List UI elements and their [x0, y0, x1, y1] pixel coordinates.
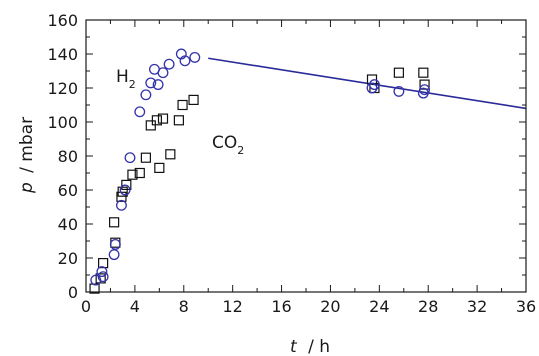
h2-point — [134, 106, 146, 118]
co2-point — [95, 273, 106, 284]
co2-label-sub: 2 — [237, 144, 244, 157]
y-tick-label: 20 — [58, 249, 78, 268]
co2-label-main: CO — [212, 133, 237, 153]
h2-point — [115, 199, 127, 211]
x-tick-label: 12 — [222, 297, 242, 316]
h2-point — [140, 89, 152, 101]
h2-point — [97, 271, 109, 283]
y-tick-label: 160 — [47, 11, 78, 30]
h2-point — [163, 58, 175, 70]
h2-series-label: H2 — [116, 67, 136, 91]
co2-point — [117, 186, 128, 197]
co2-series-label: CO2 — [212, 133, 244, 157]
y-tick-label: 40 — [58, 215, 78, 234]
y-tick-label: 0 — [68, 283, 78, 302]
x-tick-label: 4 — [130, 297, 140, 316]
co2-point — [177, 99, 188, 111]
x-tick-label: 28 — [418, 297, 438, 316]
axis-ticks — [85, 19, 527, 293]
co2-point — [151, 115, 162, 126]
co2-point — [109, 217, 120, 228]
x-axis-var: t — [290, 337, 298, 356]
co2-point — [157, 113, 169, 124]
x-tick-label: 0 — [81, 297, 91, 316]
co2-point — [188, 94, 199, 106]
h2-point — [157, 67, 169, 79]
y-axis-unit: mbar — [17, 117, 37, 162]
h2-point — [189, 51, 201, 63]
co2-point — [127, 169, 138, 180]
y-tick-label: 80 — [58, 147, 78, 166]
y-tick-label: 140 — [47, 45, 78, 64]
co2-point — [173, 115, 184, 126]
h2-point — [368, 79, 380, 91]
h2-point — [145, 77, 157, 89]
tick-labels: 0 4 8 12 16 20 24 28 32 36 0 20 40 60 80 100 120 140 160 — [47, 11, 536, 316]
h2-point — [109, 238, 121, 250]
y-axis-label: p / mbar — [17, 117, 37, 194]
h2-point — [179, 55, 191, 67]
x-axis-label: t / h — [290, 337, 330, 356]
co2-point — [418, 67, 429, 78]
h2-series — [90, 48, 431, 286]
h2-point — [393, 85, 405, 97]
x-tick-label: 36 — [516, 297, 536, 316]
y-tick-label: 100 — [47, 113, 78, 132]
h2-point — [96, 266, 108, 278]
co2-point — [165, 149, 176, 160]
x-tick-label: 20 — [320, 297, 340, 316]
co2-point — [121, 179, 132, 190]
h2-point — [119, 184, 131, 196]
h2-label-main: H — [116, 67, 129, 87]
co2-point — [154, 162, 165, 173]
x-tick-label: 8 — [179, 297, 189, 316]
co2-point — [140, 152, 151, 163]
co2-point — [134, 167, 145, 179]
y-tick-label: 120 — [47, 79, 78, 98]
co2-series — [89, 67, 430, 294]
y-tick-label: 60 — [58, 181, 78, 200]
h2-point — [419, 84, 431, 96]
y-axis-var: p — [17, 182, 37, 194]
h2-point — [366, 82, 378, 94]
x-tick-label: 32 — [467, 297, 487, 316]
co2-point — [98, 258, 109, 269]
h2-label-sub: 2 — [129, 78, 136, 91]
h2-point — [124, 152, 136, 164]
x-tick-label: 24 — [369, 297, 389, 316]
plot-frame — [85, 19, 527, 293]
x-tick-label: 16 — [271, 297, 291, 316]
co2-point — [393, 67, 404, 78]
h2-point — [108, 249, 120, 261]
x-axis-unit: h — [319, 337, 330, 356]
h2-point — [152, 79, 164, 91]
